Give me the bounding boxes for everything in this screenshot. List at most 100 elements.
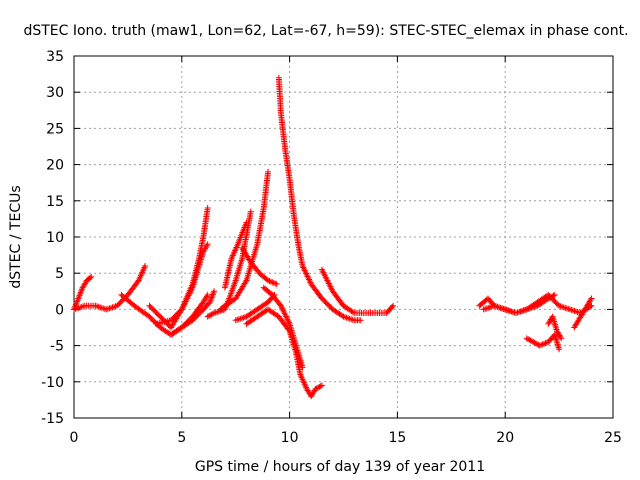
data-point — [208, 311, 215, 318]
y-tick-label: -5 — [50, 339, 64, 355]
data-point — [482, 305, 489, 312]
data-point — [211, 288, 218, 295]
data-point — [316, 383, 323, 390]
data-point — [512, 310, 519, 317]
data-point — [549, 293, 556, 300]
series — [118, 291, 211, 338]
data-point — [565, 305, 572, 312]
data-point — [546, 294, 553, 301]
data-point — [551, 291, 558, 298]
data-point — [97, 304, 104, 311]
y-tick-label: 20 — [46, 158, 64, 174]
data-point — [531, 339, 538, 346]
data-point — [205, 312, 212, 319]
data-point — [207, 312, 214, 319]
data-point — [536, 342, 543, 349]
series — [523, 331, 563, 353]
series — [480, 291, 558, 317]
data-point — [588, 295, 595, 302]
x-tick-label: 25 — [604, 430, 622, 446]
data-point — [142, 262, 149, 269]
series — [239, 244, 280, 288]
data-point — [389, 303, 396, 310]
data-point — [265, 168, 272, 175]
data-point — [556, 346, 563, 353]
y-axis-label: dSTEC / TECUs — [8, 185, 24, 288]
data-point — [315, 384, 322, 391]
series — [168, 288, 218, 338]
data-marks — [71, 74, 595, 400]
data-point — [547, 294, 554, 301]
data-point — [243, 219, 250, 226]
y-tick-label: 0 — [55, 302, 64, 318]
data-point — [545, 295, 552, 302]
data-point — [516, 308, 523, 315]
data-point — [526, 336, 533, 343]
data-point — [528, 338, 535, 345]
y-tick-label: 10 — [46, 230, 64, 246]
data-point — [534, 341, 541, 348]
data-point — [496, 304, 503, 311]
data-point — [525, 336, 532, 343]
data-point — [480, 306, 487, 313]
data-point — [502, 306, 509, 313]
data-point — [235, 316, 242, 323]
data-point — [503, 306, 510, 313]
x-tick-label: 5 — [177, 430, 186, 446]
data-point — [267, 278, 274, 285]
series — [152, 241, 211, 327]
series — [571, 295, 595, 331]
data-point — [523, 335, 530, 342]
data-point — [103, 306, 110, 313]
data-point — [204, 291, 211, 298]
data-point — [100, 305, 107, 312]
data-point — [532, 340, 539, 347]
data-point — [107, 304, 114, 311]
data-point — [266, 278, 273, 285]
data-point — [318, 382, 325, 389]
data-point — [339, 312, 346, 319]
data-point — [505, 307, 512, 314]
data-point — [106, 305, 113, 312]
data-point — [514, 309, 521, 316]
data-point — [562, 304, 569, 311]
data-point — [203, 242, 210, 249]
data-point — [500, 305, 507, 312]
data-point — [204, 205, 211, 212]
data-point — [270, 279, 277, 286]
data-point — [566, 306, 573, 313]
data-point — [497, 304, 504, 311]
data-point — [349, 316, 356, 323]
series — [217, 168, 272, 313]
y-tick-label: 35 — [46, 49, 64, 65]
data-point — [485, 304, 492, 311]
data-point — [587, 296, 594, 303]
series — [545, 313, 565, 342]
data-point — [104, 305, 111, 312]
x-tick-label: 15 — [388, 430, 406, 446]
data-point — [517, 308, 524, 315]
data-point — [357, 317, 364, 324]
data-point — [88, 273, 95, 280]
data-point — [232, 317, 239, 324]
data-point — [348, 316, 355, 323]
data-point — [204, 241, 211, 248]
data-point — [573, 308, 580, 315]
data-point — [538, 341, 545, 348]
data-point — [519, 307, 526, 314]
y-tick-label: 25 — [46, 121, 64, 137]
x-tick-label: 10 — [281, 430, 299, 446]
data-point — [203, 293, 210, 300]
data-point — [273, 281, 280, 288]
data-point — [238, 315, 245, 322]
data-point — [527, 337, 534, 344]
y-tick-label: 15 — [46, 194, 64, 210]
data-point — [541, 340, 548, 347]
data-point — [558, 335, 565, 342]
data-point — [542, 340, 549, 347]
data-point — [346, 315, 353, 322]
data-point — [98, 304, 105, 311]
data-point — [349, 309, 356, 316]
data-point — [312, 386, 319, 393]
